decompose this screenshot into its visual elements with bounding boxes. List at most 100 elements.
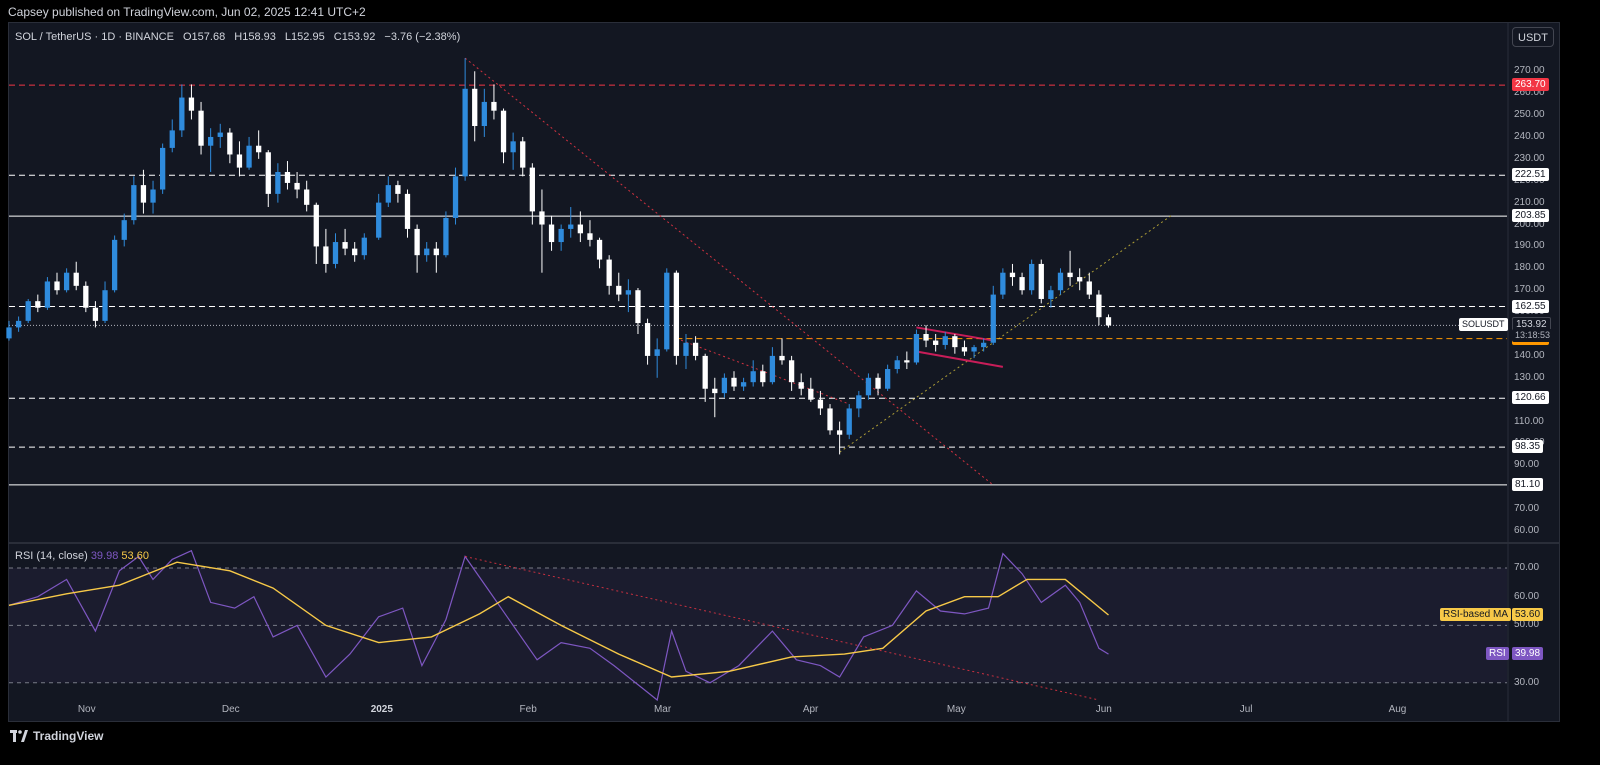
candle-body bbox=[284, 171, 291, 183]
candle-body bbox=[539, 211, 545, 225]
candle-body bbox=[217, 132, 223, 137]
candle-body bbox=[275, 171, 281, 194]
candle-body bbox=[587, 233, 593, 240]
candle-body bbox=[491, 101, 497, 111]
candle-body bbox=[131, 185, 137, 221]
candle-body bbox=[779, 355, 785, 361]
candle-body bbox=[904, 360, 910, 363]
candle-body bbox=[1105, 317, 1112, 326]
level-label-162.55: 162.55 bbox=[1512, 299, 1549, 313]
rsi-axis-tick: 30.00 bbox=[1514, 676, 1540, 688]
time-axis-tick: Apr bbox=[802, 704, 819, 715]
candle-body bbox=[452, 176, 459, 218]
low-value: L152.95 bbox=[284, 31, 325, 43]
price-axis-tick: 60.00 bbox=[1514, 525, 1540, 537]
candle-body bbox=[625, 290, 632, 295]
rsi-axis-tick: 50.00 bbox=[1514, 619, 1540, 631]
candle-body bbox=[404, 193, 411, 229]
time-axis-tick: Jul bbox=[1239, 704, 1253, 715]
time-axis-tick: 2025 bbox=[370, 704, 393, 715]
candle-body bbox=[332, 242, 339, 264]
candle-body bbox=[294, 182, 300, 190]
candle-body bbox=[246, 145, 252, 168]
level-label-222.51: 222.51 bbox=[1512, 168, 1549, 182]
price-axis-tick: 90.00 bbox=[1514, 459, 1540, 471]
candle-body bbox=[1009, 272, 1016, 278]
candle-body bbox=[433, 248, 439, 256]
candle-body bbox=[63, 272, 70, 291]
candle-body bbox=[121, 220, 127, 240]
candle-body bbox=[424, 248, 430, 256]
price-axis-tick: 190.00 bbox=[1514, 240, 1545, 252]
trendline-1 bbox=[676, 337, 850, 405]
rsi-trendline bbox=[465, 555, 1100, 701]
candle-body bbox=[702, 355, 708, 389]
chart-panel[interactable] bbox=[8, 22, 1560, 722]
price-axis-tick: 140.00 bbox=[1514, 349, 1545, 361]
currency-button[interactable]: USDT bbox=[1512, 27, 1554, 47]
candle-body bbox=[529, 167, 535, 212]
candle-body bbox=[933, 340, 939, 345]
candle-body bbox=[769, 355, 776, 383]
price-axis-tick: 260.00 bbox=[1514, 87, 1545, 99]
rsi-legend-value: 39.98 bbox=[90, 550, 119, 562]
candle-body bbox=[971, 347, 977, 352]
candle-body bbox=[721, 377, 728, 394]
candle-body bbox=[673, 272, 680, 356]
time-axis-tick: Aug bbox=[1388, 704, 1407, 715]
candle-body bbox=[169, 130, 175, 148]
candle-body bbox=[236, 154, 243, 168]
candle-body bbox=[376, 202, 382, 238]
candle-body bbox=[808, 388, 814, 400]
candle-body bbox=[25, 301, 31, 321]
level-label-98.35: 98.35 bbox=[1512, 440, 1544, 454]
candle-body bbox=[342, 242, 348, 249]
candle-body bbox=[83, 285, 89, 308]
candle-body bbox=[606, 259, 612, 286]
candle-body bbox=[352, 248, 358, 256]
time-axis-tick: Dec bbox=[221, 704, 240, 715]
symbol-label[interactable]: SOL / TetherUS · 1D · BINANCE bbox=[15, 31, 174, 43]
countdown-label: 13:18:53 bbox=[1512, 329, 1554, 343]
candle-body bbox=[846, 408, 852, 435]
candle-body bbox=[894, 360, 900, 370]
level-label-120.66: 120.66 bbox=[1512, 391, 1549, 405]
rsi-ma-value-label: 53.60 bbox=[1512, 608, 1544, 622]
candle-body bbox=[15, 320, 22, 328]
candle-body bbox=[654, 349, 660, 356]
candle-body bbox=[865, 377, 872, 396]
candle-body bbox=[92, 307, 99, 321]
trendline-4 bbox=[916, 350, 1004, 368]
candle-body bbox=[1067, 272, 1073, 278]
candle-body bbox=[323, 246, 329, 264]
candle-body bbox=[1000, 272, 1006, 295]
candle-body bbox=[304, 189, 310, 205]
level-label-263.70: 263.70 bbox=[1512, 78, 1549, 92]
trendline-0 bbox=[464, 57, 994, 486]
price-axis-tick: 240.00 bbox=[1514, 130, 1545, 142]
candle-body bbox=[102, 290, 108, 321]
candle-body bbox=[54, 281, 60, 291]
publisher-line: Capsey published on TradingView.com, Jun… bbox=[8, 5, 366, 19]
price-axis-tick: 180.00 bbox=[1514, 262, 1545, 274]
price-legend: SOL / TetherUS · 1D · BINANCE O157.68 H1… bbox=[15, 31, 466, 43]
candle-body bbox=[73, 272, 79, 286]
price-axis-tick: 250.00 bbox=[1514, 109, 1545, 121]
candle-body bbox=[188, 97, 195, 111]
candle-body bbox=[644, 323, 651, 356]
tradingview-logo[interactable]: TradingView bbox=[10, 729, 103, 743]
candle-body bbox=[558, 228, 564, 243]
candle-body bbox=[913, 334, 920, 363]
price-axis-tick: 200.00 bbox=[1514, 218, 1545, 230]
rsi-legend: RSI (14, close) 39.98 53.60 bbox=[15, 550, 149, 562]
candle-body bbox=[827, 408, 833, 431]
rsi-indicator-name[interactable]: RSI (14, close) bbox=[15, 550, 88, 562]
time-axis-tick: Feb bbox=[519, 704, 537, 715]
candle-body bbox=[635, 290, 641, 324]
rsi-ma-line bbox=[8, 561, 1109, 678]
candle-body bbox=[1096, 294, 1102, 318]
candle-body bbox=[1048, 290, 1054, 299]
candle-body bbox=[750, 371, 756, 383]
candle-body bbox=[481, 101, 487, 127]
